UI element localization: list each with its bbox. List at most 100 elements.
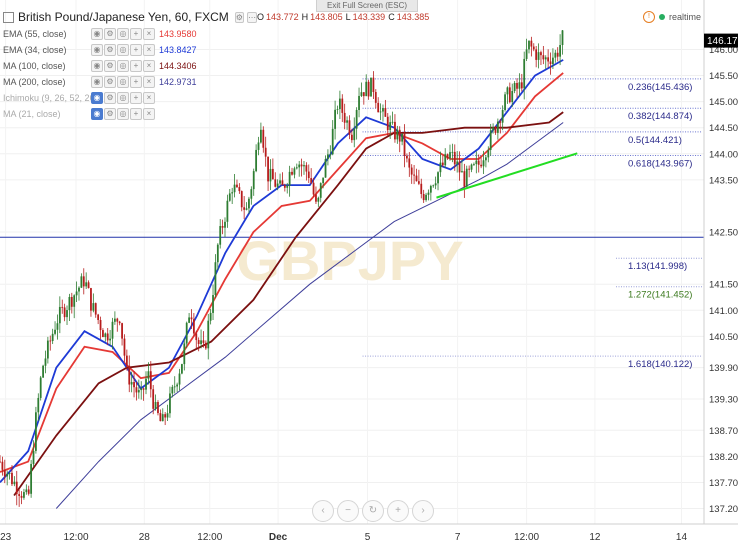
gear-icon[interactable]: ◎ bbox=[117, 76, 129, 88]
gear-icon[interactable]: ◎ bbox=[117, 108, 129, 120]
indicator-row[interactable]: MA (200, close) ◉ ⚙ ◎ + × 142.9731 bbox=[0, 74, 432, 90]
time-axis[interactable]: 23 12:00 28 12:00 Dec 5 7 12:00 12 14 bbox=[0, 532, 687, 543]
time-tick-label: 12:00 bbox=[197, 532, 222, 543]
candle-body bbox=[291, 171, 293, 175]
price-axis[interactable]: 146.00 145.50 145.00 144.50 144.00 143.50 142.… bbox=[704, 33, 738, 515]
candle-body bbox=[413, 174, 415, 176]
candle-body bbox=[221, 226, 224, 228]
candle-body bbox=[475, 160, 478, 165]
candle-body bbox=[516, 83, 518, 89]
add-icon[interactable]: + bbox=[130, 60, 142, 72]
more-icon[interactable]: ⋯ bbox=[247, 12, 258, 23]
indicator-row[interactable]: EMA (55, close) ◉ ⚙ ◎ + × 143.9580 bbox=[0, 26, 432, 42]
candle-body bbox=[549, 61, 552, 65]
candle-body bbox=[32, 450, 35, 464]
close-icon[interactable]: × bbox=[143, 28, 155, 40]
clock-icon[interactable]: ! bbox=[643, 11, 655, 23]
close-icon[interactable]: × bbox=[143, 92, 155, 104]
candle-body bbox=[408, 158, 411, 168]
close-icon[interactable]: × bbox=[143, 44, 155, 56]
time-tick-label: 5 bbox=[365, 532, 371, 543]
indicator-label: Ichimoku (9, 26, 52, 26) bbox=[3, 93, 98, 103]
candle-body bbox=[456, 161, 459, 165]
eye-icon[interactable]: ◉ bbox=[91, 60, 103, 72]
candle-body bbox=[173, 386, 176, 388]
candle-body bbox=[374, 92, 377, 103]
candle-body bbox=[324, 159, 327, 178]
gear-icon[interactable]: ◎ bbox=[117, 28, 129, 40]
indicator-label: MA (100, close) bbox=[3, 61, 66, 71]
settings-icon[interactable]: ⚙ bbox=[234, 12, 244, 23]
candle-body bbox=[492, 127, 494, 131]
candle-body bbox=[68, 296, 71, 311]
settings-icon[interactable]: ⚙ bbox=[104, 44, 116, 56]
reset-icon[interactable]: ↻ bbox=[362, 500, 384, 522]
candle-body bbox=[458, 161, 461, 173]
candle-body bbox=[341, 98, 344, 113]
chevron-right-icon[interactable]: › bbox=[412, 500, 434, 522]
indicator-value: 144.3406 bbox=[159, 61, 197, 71]
collapse-icon[interactable] bbox=[3, 11, 14, 23]
candle-body bbox=[468, 168, 471, 170]
gear-icon[interactable]: ◎ bbox=[117, 60, 129, 72]
settings-icon[interactable]: ⚙ bbox=[104, 108, 116, 120]
gear-icon[interactable]: ◎ bbox=[117, 92, 129, 104]
candle-body bbox=[238, 187, 241, 192]
candle-body bbox=[463, 171, 466, 187]
candle-body bbox=[470, 164, 473, 170]
candle-body bbox=[118, 321, 121, 324]
candle-body bbox=[398, 129, 401, 142]
candle-body bbox=[329, 154, 332, 156]
chevron-left-icon[interactable]: ‹ bbox=[312, 500, 334, 522]
candle-body bbox=[406, 155, 408, 159]
add-icon[interactable]: + bbox=[130, 108, 142, 120]
candle-body bbox=[353, 128, 356, 141]
gear-icon[interactable]: ◎ bbox=[117, 44, 129, 56]
indicator-buttons: ◉ ⚙ ◎ + × bbox=[91, 44, 155, 56]
candle-body bbox=[480, 164, 483, 167]
eye-icon[interactable]: ◉ bbox=[91, 44, 103, 56]
candle-body bbox=[18, 494, 21, 496]
candle-body bbox=[92, 303, 95, 311]
candle-body bbox=[137, 390, 140, 393]
settings-icon[interactable]: ⚙ bbox=[104, 28, 116, 40]
eye-icon[interactable]: ◉ bbox=[91, 76, 103, 88]
close-icon[interactable]: × bbox=[143, 76, 155, 88]
candle-body bbox=[425, 194, 427, 201]
candle-body bbox=[15, 481, 18, 495]
trendline[interactable] bbox=[436, 152, 578, 199]
candle-body bbox=[427, 192, 430, 195]
indicator-row[interactable]: MA (21, close) ◉ ⚙ ◎ + × bbox=[0, 106, 432, 122]
minus-icon[interactable]: − bbox=[337, 500, 359, 522]
indicator-row[interactable]: MA (100, close) ◉ ⚙ ◎ + × 144.3406 bbox=[0, 58, 432, 74]
indicator-row[interactable]: EMA (34, close) ◉ ⚙ ◎ + × 143.8427 bbox=[0, 42, 432, 58]
candle-body bbox=[350, 134, 353, 141]
candle-body bbox=[365, 81, 368, 97]
settings-icon[interactable]: ⚙ bbox=[104, 60, 116, 72]
add-icon[interactable]: + bbox=[130, 76, 142, 88]
add-icon[interactable]: + bbox=[130, 28, 142, 40]
candle-body bbox=[56, 323, 59, 330]
exit-fullscreen-button[interactable]: Exit Full Screen (ESC) bbox=[316, 0, 418, 12]
series-line bbox=[0, 72, 564, 473]
candle-body bbox=[434, 183, 437, 186]
indicator-row[interactable]: Ichimoku (9, 26, 52, 26) ◉ ⚙ ◎ + × bbox=[0, 90, 432, 106]
eye-icon[interactable]: ◉ bbox=[91, 28, 103, 40]
settings-icon[interactable]: ⚙ bbox=[104, 76, 116, 88]
close-icon[interactable]: × bbox=[143, 60, 155, 72]
candle-body bbox=[274, 179, 277, 187]
indicator-label: EMA (34, close) bbox=[3, 45, 67, 55]
candle-body bbox=[169, 393, 171, 414]
eye-icon[interactable]: ◉ bbox=[91, 108, 103, 120]
candle-body bbox=[245, 208, 248, 210]
close-icon[interactable]: × bbox=[143, 108, 155, 120]
plus-icon[interactable]: + bbox=[387, 500, 409, 522]
eye-icon[interactable]: ◉ bbox=[91, 92, 103, 104]
add-icon[interactable]: + bbox=[130, 92, 142, 104]
support-trendline[interactable] bbox=[436, 152, 578, 199]
add-icon[interactable]: + bbox=[130, 44, 142, 56]
settings-icon[interactable]: ⚙ bbox=[104, 92, 116, 104]
candle-body bbox=[494, 127, 497, 133]
fib-level-label: 0.5(144.421) bbox=[628, 135, 682, 146]
